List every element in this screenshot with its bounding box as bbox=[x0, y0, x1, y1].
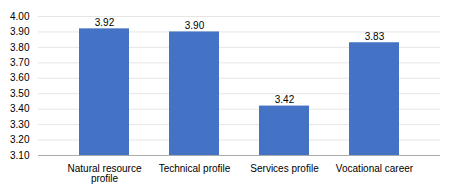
svg-text:3.90: 3.90 bbox=[10, 26, 30, 37]
svg-text:3.10: 3.10 bbox=[10, 150, 30, 161]
svg-text:3.90: 3.90 bbox=[185, 20, 205, 31]
svg-text:Services profile: Services profile bbox=[250, 163, 319, 174]
svg-text:3.83: 3.83 bbox=[365, 31, 385, 42]
svg-text:3.30: 3.30 bbox=[10, 119, 30, 130]
svg-text:3.60: 3.60 bbox=[10, 72, 30, 83]
svg-text:Natural resourceprofile: Natural resourceprofile bbox=[68, 163, 142, 184]
svg-text:3.50: 3.50 bbox=[10, 88, 30, 99]
svg-text:3.42: 3.42 bbox=[275, 94, 295, 105]
svg-text:Vocational career: Vocational career bbox=[336, 163, 414, 174]
svg-text:3.40: 3.40 bbox=[10, 103, 30, 114]
svg-text:3.20: 3.20 bbox=[10, 134, 30, 145]
svg-text:Technical profile: Technical profile bbox=[159, 163, 231, 174]
svg-text:3.80: 3.80 bbox=[10, 42, 30, 53]
svg-text:4.00: 4.00 bbox=[10, 11, 30, 22]
svg-text:3.70: 3.70 bbox=[10, 57, 30, 68]
svg-text:3.92: 3.92 bbox=[95, 17, 115, 28]
